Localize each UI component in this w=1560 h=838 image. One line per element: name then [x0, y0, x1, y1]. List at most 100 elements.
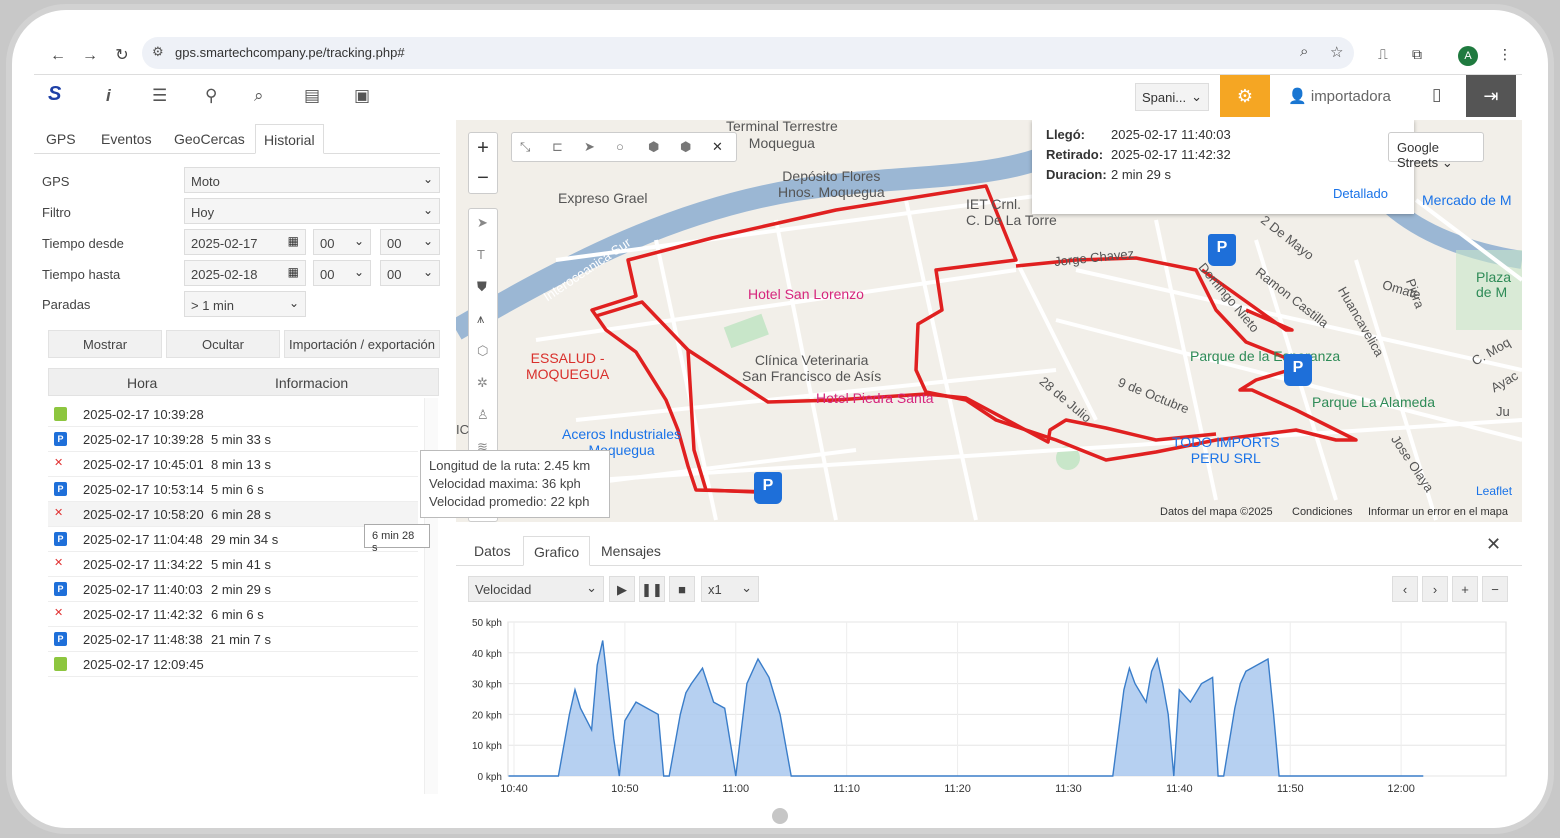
metric-select[interactable]: Velocidad ⌄	[468, 576, 604, 602]
table-row[interactable]: 2025-02-17 10:39:28	[48, 402, 418, 427]
table-row[interactable]: P 2025-02-17 11:48:38 21 min 7 s	[48, 627, 418, 652]
filtro-select[interactable]: Hoy ⌄	[184, 198, 440, 224]
parking-marker[interactable]: P	[754, 472, 782, 504]
hasta-date-input[interactable]: 2025-02-18 ▦	[184, 260, 306, 286]
pause-button[interactable]: ❚❚	[639, 576, 665, 602]
gear-settings-icon[interactable]: ⚙	[1220, 75, 1270, 117]
play-button[interactable]: ▶	[609, 576, 635, 602]
parking-marker[interactable]: P	[1284, 354, 1312, 386]
layers-icon[interactable]: ≋	[477, 439, 488, 454]
search-icon[interactable]: ⌕	[254, 86, 264, 105]
info-icon[interactable]: i	[106, 86, 111, 105]
tab-geocercas[interactable]: GeoCercas	[174, 131, 245, 147]
popup-detallado-link[interactable]: Detallado	[1333, 186, 1388, 201]
table-row[interactable]: ✕ 2025-02-17 11:42:32 6 min 6 s	[48, 602, 418, 627]
hasta-minute-select[interactable]: 00 ⌄	[380, 260, 440, 286]
avatar[interactable]: A	[1458, 46, 1478, 66]
gps-label: GPS	[42, 174, 70, 189]
circle-icon[interactable]: ○	[616, 139, 624, 154]
settings-sliders-icon[interactable]: ☰	[152, 86, 168, 105]
gps-select[interactable]: Moto ⌄	[184, 167, 440, 193]
tab-mensajes[interactable]: Mensajes	[601, 543, 661, 559]
magnet-icon[interactable]: ⊏	[552, 139, 563, 154]
user-menu[interactable]: 👤 importadora	[1288, 87, 1391, 105]
streetview-icon[interactable]: ♙	[477, 407, 489, 422]
col-hora[interactable]: Hora	[127, 375, 158, 391]
road-icon[interactable]: ⩚	[477, 311, 485, 326]
reload-icon[interactable]: ↻	[115, 47, 129, 64]
location-pin-icon[interactable]: ⚲	[205, 86, 218, 105]
speed-chart[interactable]: 0 kph 10 kph 20 kph 30 kph 40 kph 50 kph 10:40…	[456, 614, 1522, 798]
bottom-panel: Datos Grafico Mensajes ✕ Velocidad ⌄ ▶ ❚❚…	[456, 530, 1522, 798]
prev-button[interactable]: ‹	[1392, 576, 1418, 602]
mostrar-button[interactable]: Mostrar	[48, 330, 162, 358]
extension-icon[interactable]: ⎍	[1378, 46, 1388, 62]
event-icon[interactable]: ⬢	[680, 139, 692, 154]
site-settings-icon[interactable]: ⚙	[152, 44, 164, 59]
next-button[interactable]: ›	[1422, 576, 1448, 602]
zoom-out-chart-button[interactable]: −	[1482, 576, 1508, 602]
text-icon[interactable]: T	[477, 247, 485, 262]
desde-date-input[interactable]: 2025-02-17 ▦	[184, 229, 306, 255]
arrow-right-icon[interactable]: →	[82, 47, 98, 64]
language-value: Spani...	[1142, 90, 1187, 105]
mobile-icon[interactable]: ▯	[1432, 85, 1442, 104]
attrib-condiciones[interactable]: Condiciones	[1292, 506, 1353, 518]
ocultar-button[interactable]: Ocultar	[166, 330, 280, 358]
address-bar[interactable]: ⚙ gps.smartechcompany.pe/tracking.php# ⌕…	[142, 37, 1354, 69]
reports-icon[interactable]: ▤	[304, 86, 321, 105]
leaflet-link[interactable]: Leaflet	[1476, 484, 1513, 498]
paradas-select[interactable]: > 1 min ⌄	[184, 291, 306, 317]
table-row[interactable]: P 2025-02-17 10:39:28 5 min 33 s	[48, 427, 418, 452]
arrow-left-icon[interactable]: ←	[50, 47, 66, 64]
app-logo[interactable]: S	[48, 83, 62, 105]
stop-button[interactable]: ■	[669, 576, 695, 602]
polygon-icon[interactable]: ⬡	[477, 343, 489, 358]
zoom-icon[interactable]: ⌕	[1300, 43, 1309, 60]
puzzle-icon[interactable]: ⧉	[1412, 46, 1422, 62]
shield-check-icon[interactable]: ⛊	[477, 279, 487, 294]
zoom-in-chart-button[interactable]: +	[1452, 576, 1478, 602]
hasta-hour-select[interactable]: 00 ⌄	[313, 260, 371, 286]
star-icon[interactable]: ☆	[1330, 44, 1344, 61]
table-row[interactable]: ✕ 2025-02-17 10:45:01 8 min 13 s	[48, 452, 418, 477]
close-icon[interactable]: ✕	[712, 139, 723, 154]
table-row[interactable]: P 2025-02-17 11:04:48 29 min 34 s	[48, 527, 418, 552]
calendar-icon[interactable]: ▦	[287, 234, 299, 248]
route-vmax-row: Velocidad maxima: 36 kph	[429, 475, 601, 493]
zoom-out-button[interactable]: −	[477, 167, 489, 189]
table-row[interactable]: P 2025-02-17 10:53:14 5 min 6 s	[48, 477, 418, 502]
calendar-icon[interactable]: ▦	[287, 265, 299, 279]
x-tick-label: 11:30	[1055, 783, 1082, 795]
desde-minute-select[interactable]: 00 ⌄	[380, 229, 440, 255]
zoom-in-button[interactable]: +	[477, 137, 489, 159]
tab-datos[interactable]: Datos	[474, 543, 511, 559]
table-row[interactable]: ✕ 2025-02-17 10:58:20 6 min 28 s	[48, 502, 418, 527]
map-layer-select[interactable]: Google Streets ⌄	[1388, 132, 1484, 170]
cluster-icon[interactable]: ✲	[477, 375, 488, 390]
route-arrow-icon[interactable]: ➤	[584, 139, 595, 154]
navigate-icon[interactable]: ➤	[477, 215, 488, 230]
language-select[interactable]: Spani... ⌄	[1135, 83, 1209, 111]
tab-historial[interactable]: Historial	[255, 124, 324, 154]
desde-date: 2025-02-17	[191, 236, 258, 251]
parking-icon[interactable]: ⬢	[648, 139, 660, 154]
tab-gps[interactable]: GPS	[46, 131, 76, 147]
tab-eventos[interactable]: Eventos	[101, 131, 152, 147]
code-window-icon[interactable]: ▣	[354, 86, 371, 105]
measure-icon[interactable]: ⤡	[520, 139, 531, 154]
map-view[interactable]: + − ⤡ ⊏ ➤ ○ ⬢ ⬢ ✕ ➤ T ⛊ ⩚ ⬡ ✲ ♙ ≋ Llegó:…	[456, 120, 1522, 522]
parking-marker[interactable]: P	[1208, 234, 1236, 266]
tab-grafico[interactable]: Grafico	[523, 536, 591, 566]
speed-multiplier-select[interactable]: x1 ⌄	[701, 576, 759, 602]
table-row[interactable]: ✕ 2025-02-17 11:34:22 5 min 41 s	[48, 552, 418, 577]
import-export-button[interactable]: Importación / exportación	[284, 330, 440, 358]
menu-dots-icon[interactable]: ⋮	[1498, 46, 1512, 62]
col-informacion[interactable]: Informacion	[275, 375, 349, 391]
desde-hour-select[interactable]: 00 ⌄	[313, 229, 371, 255]
table-row[interactable]: 2025-02-17 12:09:45	[48, 652, 418, 677]
attrib-error[interactable]: Informar un error en el mapa	[1368, 506, 1509, 518]
table-row[interactable]: P 2025-02-17 11:40:03 2 min 29 s	[48, 577, 418, 602]
logout-icon[interactable]: ⇥	[1466, 75, 1516, 117]
close-icon[interactable]: ✕	[1486, 534, 1502, 554]
